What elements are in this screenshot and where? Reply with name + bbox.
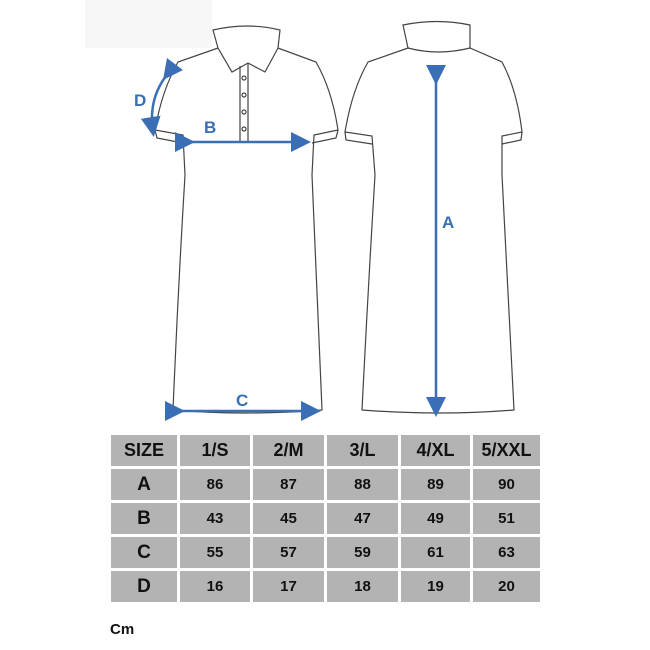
table-cell: 90 [470,466,543,503]
label-c: C [236,391,248,410]
table-row: B 43 45 47 49 51 [108,500,543,537]
table-row: D 16 17 18 19 20 [108,568,543,605]
table-cell: 20 [470,568,543,605]
header-cell: 4/XL [398,432,473,469]
dress-diagram: D B C A [134,20,523,421]
label-d: D [134,91,146,110]
unit-label: Cm [110,621,135,638]
table-cell: 49 [398,500,473,537]
size-table: SIZE 1/S 2/M 3/L 4/XL 5/XXL A 86 87 88 8… [108,432,543,605]
table-row: C 55 57 59 61 63 [108,534,543,571]
table-cell: 87 [250,466,327,503]
table-cell: 89 [398,466,473,503]
table-cell: 17 [250,568,327,605]
table-cell: 57 [250,534,327,571]
row-label: D [108,568,180,605]
table-cell: 47 [324,500,401,537]
table-cell: 61 [398,534,473,571]
header-cell: 1/S [177,432,253,469]
row-label: C [108,534,180,571]
table-cell: 16 [177,568,253,605]
header-cell: 2/M [250,432,327,469]
front-dress [154,25,339,414]
table-cell: 86 [177,466,253,503]
table-cell: 59 [324,534,401,571]
table-cell: 43 [177,500,253,537]
header-cell: 5/XXL [470,432,543,469]
row-label: B [108,500,180,537]
table-row: A 86 87 88 89 90 [108,466,543,503]
table-header-row: SIZE 1/S 2/M 3/L 4/XL 5/XXL [108,432,543,469]
table-cell: 45 [250,500,327,537]
label-a: A [442,213,454,232]
table-cell: 88 [324,466,401,503]
label-b: B [204,118,216,137]
header-size: SIZE [108,432,180,469]
arrow-d [140,57,183,137]
row-label: A [108,466,180,503]
back-dress [344,20,523,414]
header-cell: 3/L [324,432,401,469]
table-cell: 63 [470,534,543,571]
table-cell: 51 [470,500,543,537]
table-cell: 55 [177,534,253,571]
table-cell: 18 [324,568,401,605]
background-patch [85,0,212,48]
table-cell: 19 [398,568,473,605]
